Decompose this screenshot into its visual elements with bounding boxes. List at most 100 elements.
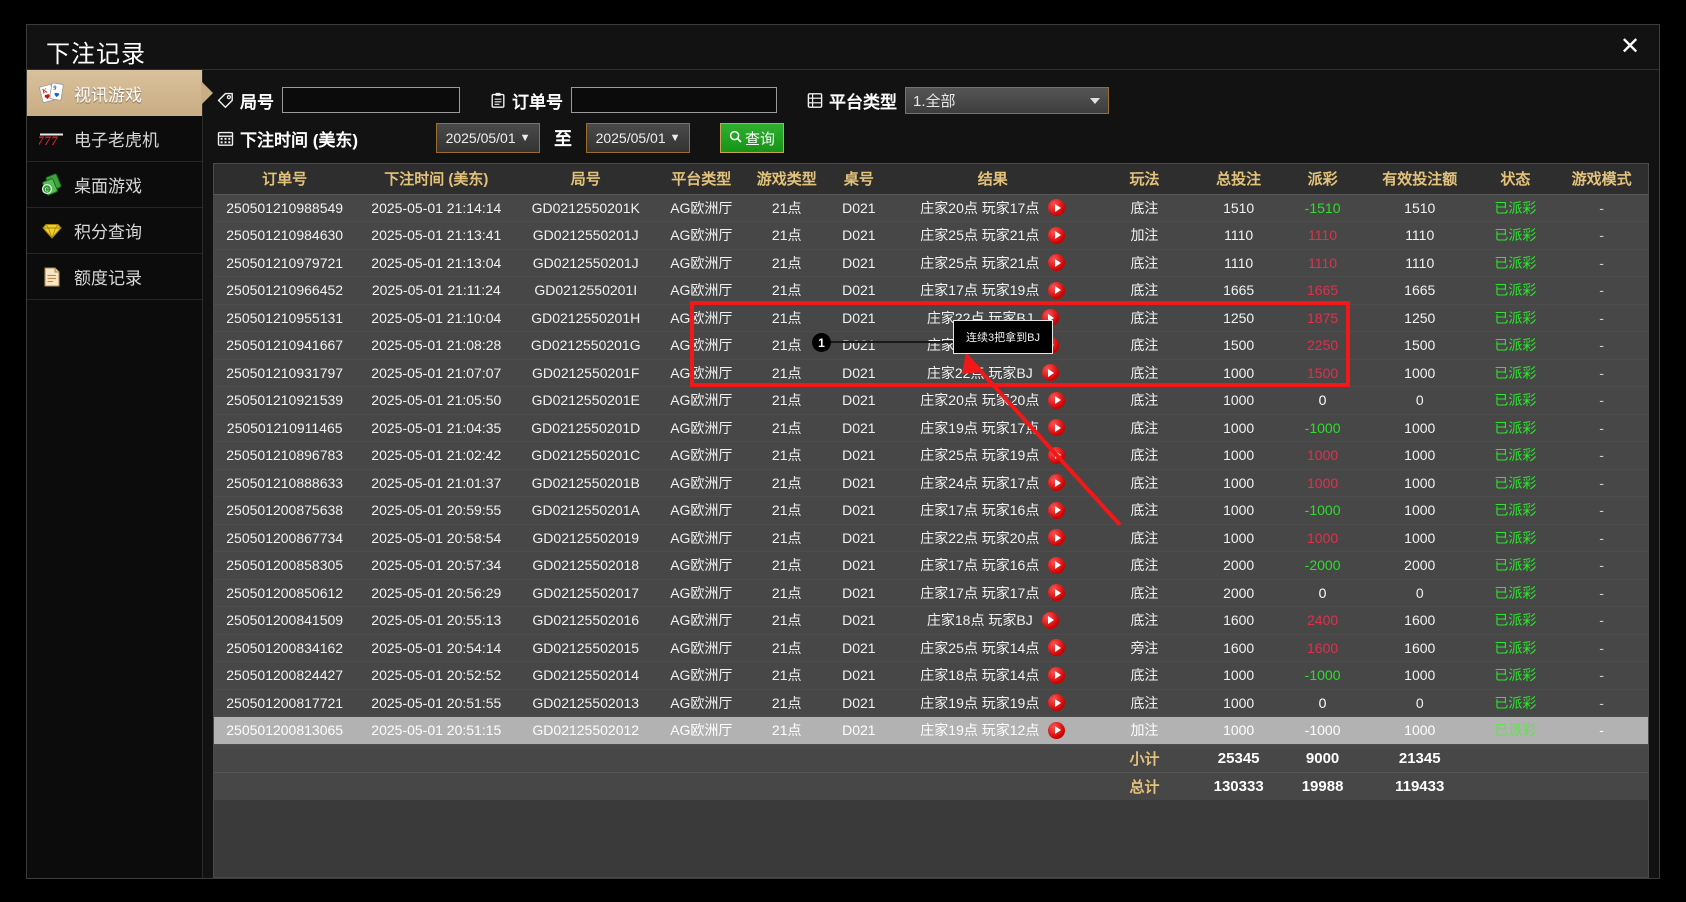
th-total-bet[interactable]: 总投注: [1195, 164, 1282, 195]
play-video-icon[interactable]: [1041, 611, 1059, 629]
table-row[interactable]: 250501210984630 2025-05-01 21:13:41 GD0212…: [214, 221, 1648, 250]
th-play-type[interactable]: 玩法: [1092, 164, 1196, 195]
table-row[interactable]: 250501210941667 2025-05-01 21:08:28 GD0212…: [214, 331, 1648, 360]
platform-type-label: 平台类型: [807, 88, 897, 113]
table-row[interactable]: 250501210921539 2025-05-01 21:05:50 GD0212…: [214, 386, 1648, 415]
play-video-icon[interactable]: [1041, 364, 1059, 382]
summary-empty-cell: [654, 743, 749, 772]
table-foot: 小计 25345 9000 21345 总计 130333 19988 119433: [214, 743, 1648, 800]
play-video-icon[interactable]: [1048, 501, 1066, 519]
table-row[interactable]: 250501210911465 2025-05-01 21:04:35 GD0212…: [214, 414, 1648, 442]
table-row[interactable]: 250501200875638 2025-05-01 20:59:55 GD0212…: [214, 496, 1648, 525]
th-result[interactable]: 结果: [892, 164, 1093, 195]
play-video-icon[interactable]: [1048, 419, 1066, 437]
cell-table-number: D021: [824, 469, 893, 497]
summary-valid-bet: 119433: [1363, 771, 1476, 800]
cell-game-type: 21点: [748, 634, 825, 662]
result-text: 庄家17点 玩家16点: [920, 502, 1040, 519]
platform-type-select[interactable]: 1.全部: [905, 86, 1109, 114]
summary-total-bet: 25345: [1195, 743, 1282, 772]
sidebar-item-slots[interactable]: 7 7 7 电子老虎机: [27, 116, 202, 162]
cell-game-type: 21点: [748, 276, 825, 305]
th-status[interactable]: 状态: [1475, 164, 1556, 195]
cell-payout: 1600: [1281, 634, 1364, 662]
cell-result: 庄家22点 玩家BJ: [892, 331, 1093, 360]
cell-table-number: D021: [824, 661, 893, 690]
table-row[interactable]: 250501210896783 2025-05-01 21:02:42 GD0212…: [214, 441, 1648, 470]
th-order-number[interactable]: 订单号: [214, 164, 356, 195]
play-video-icon[interactable]: [1048, 446, 1066, 464]
table-row[interactable]: 250501210988549 2025-05-01 21:14:14 GD0212…: [214, 194, 1648, 222]
th-bet-time[interactable]: 下注时间 (美东): [355, 164, 518, 195]
play-video-icon[interactable]: [1048, 694, 1066, 712]
play-video-icon[interactable]: [1048, 639, 1066, 657]
play-video-icon[interactable]: [1048, 721, 1066, 739]
play-video-icon[interactable]: [1048, 254, 1066, 272]
cell-play-type: 底注: [1092, 689, 1196, 717]
th-platform-type[interactable]: 平台类型: [654, 164, 749, 195]
cell-valid-bet-amount: 1000: [1363, 359, 1476, 387]
cell-order-number: 250501210966452: [214, 276, 356, 305]
summary-empty-cell: [517, 771, 655, 800]
status-badge: 已派彩: [1475, 716, 1556, 745]
table-row[interactable]: 250501210979721 2025-05-01 21:13:04 GD0212…: [214, 249, 1648, 277]
table-row[interactable]: 250501200817721 2025-05-01 20:51:55 GD0212…: [214, 689, 1648, 717]
th-game-type[interactable]: 游戏类型: [748, 164, 825, 195]
table-row[interactable]: 250501200850612 2025-05-01 20:56:29 GD0212…: [214, 579, 1648, 607]
date-to-picker[interactable]: 2025/05/01 ▼: [586, 123, 691, 153]
order-number-input[interactable]: [571, 87, 777, 113]
play-video-icon[interactable]: [1048, 391, 1066, 409]
cell-order-number: 250501200858305: [214, 551, 356, 580]
play-video-icon[interactable]: [1041, 336, 1059, 354]
cell-table-number: D021: [824, 606, 893, 635]
play-video-icon[interactable]: [1048, 584, 1066, 602]
cell-bet-time: 2025-05-01 21:13:41: [355, 221, 518, 250]
status-badge: 已派彩: [1475, 441, 1556, 470]
bet-records-table-wrapper[interactable]: 订单号 下注时间 (美东) 局号 平台类型 游戏类型 桌号 结果 玩法 总投注 …: [213, 163, 1649, 878]
bet-records-table: 订单号 下注时间 (美东) 局号 平台类型 游戏类型 桌号 结果 玩法 总投注 …: [214, 164, 1648, 800]
table-row[interactable]: 250501200841509 2025-05-01 20:55:13 GD0212…: [214, 606, 1648, 635]
play-video-icon[interactable]: [1048, 529, 1066, 547]
table-row[interactable]: 250501200824427 2025-05-01 20:52:52 GD0212…: [214, 661, 1648, 690]
play-video-icon[interactable]: [1048, 199, 1066, 217]
play-video-icon[interactable]: [1041, 309, 1059, 327]
status-badge: 已派彩: [1475, 496, 1556, 525]
th-payout[interactable]: 派彩: [1281, 164, 1364, 195]
table-row[interactable]: 250501210955131 2025-05-01 21:10:04 GD0212…: [214, 304, 1648, 332]
table-row[interactable]: 250501200858305 2025-05-01 20:57:34 GD0212…: [214, 551, 1648, 580]
table-row[interactable]: 250501200813065 2025-05-01 20:51:15 GD0212…: [214, 716, 1648, 745]
close-icon[interactable]: ✕: [1619, 32, 1641, 60]
table-row[interactable]: 250501200834162 2025-05-01 20:54:14 GD0212…: [214, 634, 1648, 662]
query-button[interactable]: 查询: [720, 123, 785, 153]
cell-table-number: D021: [824, 414, 893, 442]
date-from-picker[interactable]: 2025/05/01 ▼: [436, 123, 541, 153]
th-valid-bet-amount[interactable]: 有效投注额: [1363, 164, 1476, 195]
sidebar-item-table-games[interactable]: C 桌面游戏: [27, 162, 202, 208]
th-game-mode[interactable]: 游戏模式: [1555, 164, 1648, 195]
sidebar-item-live-games[interactable]: K 9 视讯游戏: [27, 70, 213, 116]
cell-valid-bet-amount: 1665: [1363, 276, 1476, 305]
cell-game-mode: -: [1555, 359, 1648, 387]
cell-table-number: D021: [824, 524, 893, 552]
table-row[interactable]: 250501210888633 2025-05-01 21:01:37 GD0212…: [214, 469, 1648, 497]
sidebar-item-credit-records[interactable]: 额度记录: [27, 254, 202, 300]
summary-label: 总计: [1092, 771, 1196, 800]
play-video-icon[interactable]: [1048, 226, 1066, 244]
sidebar-item-points-query[interactable]: 积分查询: [27, 208, 202, 254]
th-round-number[interactable]: 局号: [517, 164, 655, 195]
svg-text:7: 7: [50, 133, 60, 148]
th-table-number[interactable]: 桌号: [824, 164, 893, 195]
table-row[interactable]: 250501210931797 2025-05-01 21:07:07 GD0212…: [214, 359, 1648, 387]
cell-round-number: GD0212550201C: [517, 441, 655, 470]
cell-platform-type: AG欧洲厅: [654, 221, 749, 250]
play-video-icon[interactable]: [1048, 474, 1066, 492]
round-number-input[interactable]: [282, 87, 460, 113]
play-video-icon[interactable]: [1048, 556, 1066, 574]
play-video-icon[interactable]: [1048, 666, 1066, 684]
table-row[interactable]: 250501210966452 2025-05-01 21:11:24 GD0212…: [214, 276, 1648, 305]
play-video-icon[interactable]: [1048, 281, 1066, 299]
table-row[interactable]: 250501200867734 2025-05-01 20:58:54 GD0212…: [214, 524, 1648, 552]
cell-total-bet: 1000: [1195, 716, 1282, 745]
cell-round-number: GD02125502012: [517, 716, 655, 745]
cell-result: 庄家22点 玩家20点: [892, 524, 1093, 552]
